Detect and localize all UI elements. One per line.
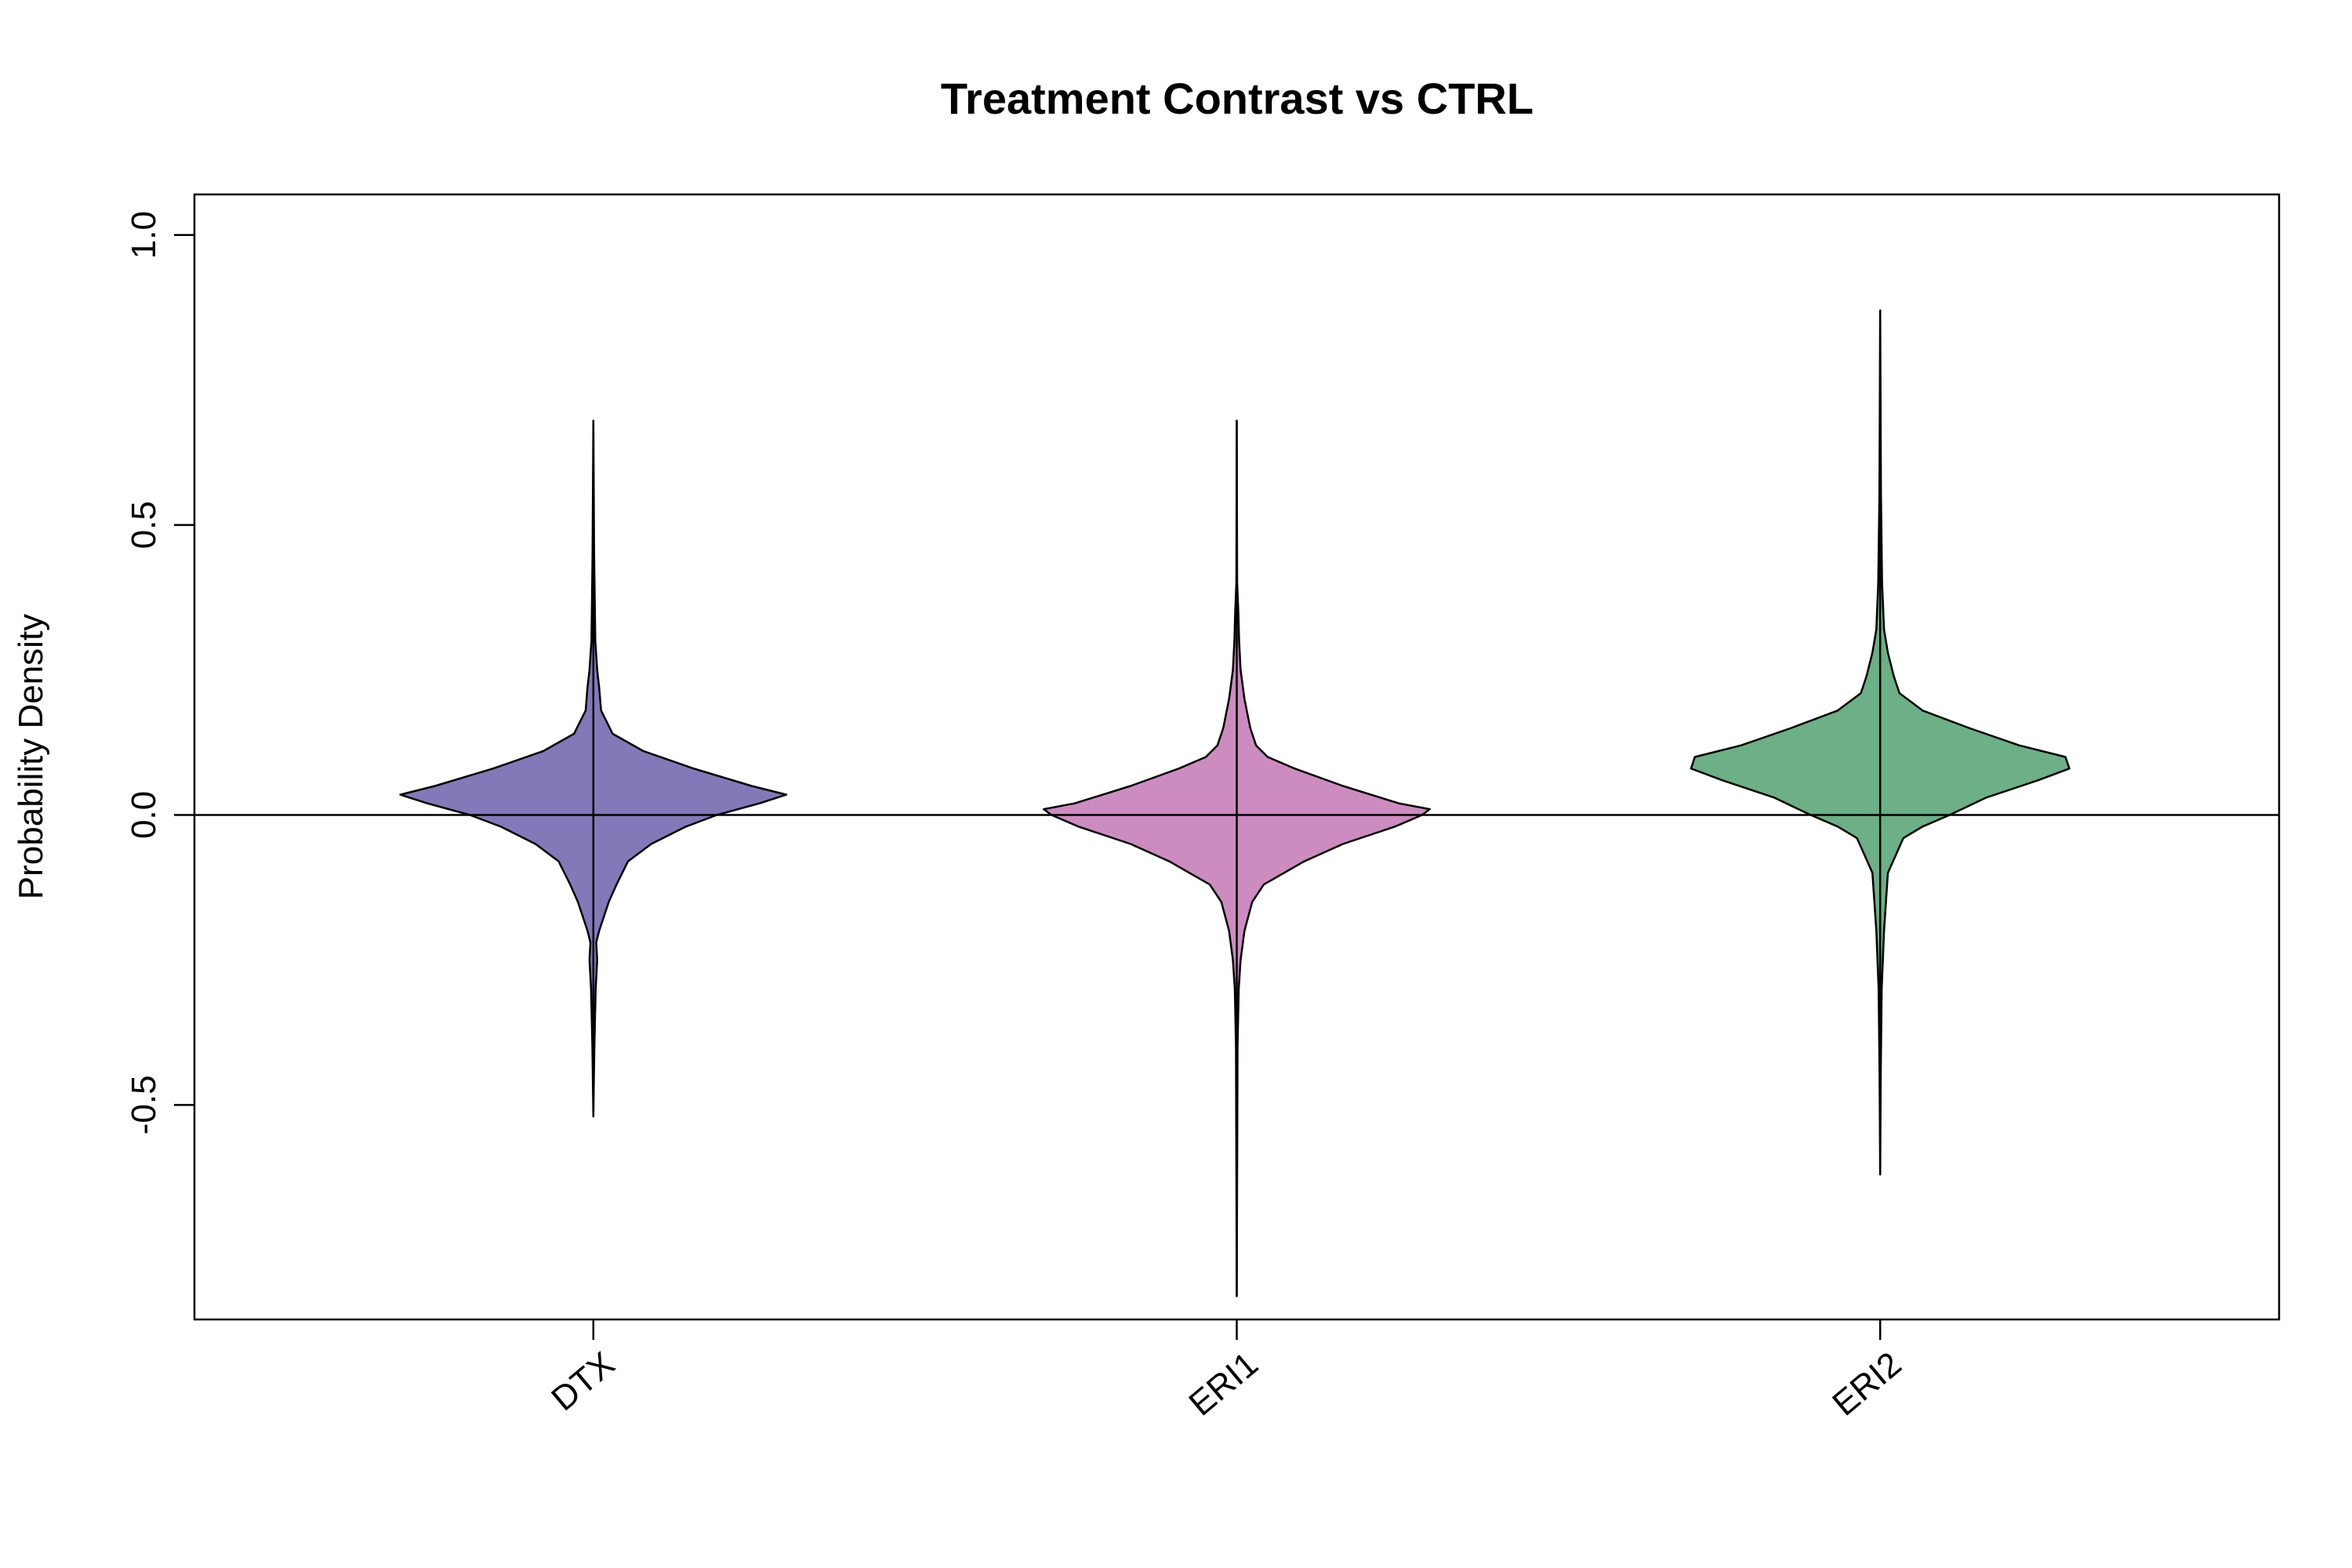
y-axis-label: Probability Density [12,614,50,899]
chart-title: Treatment Contrast vs CTRL [941,74,1534,123]
y-tick-label: 0.0 [125,791,163,839]
plot-area [194,309,2279,1298]
x-tick-label-eri2: ERI2 [1825,1345,1908,1423]
x-tick-label-dtx: DTX [544,1345,622,1418]
x-tick-label-eri1: ERI1 [1181,1345,1265,1423]
y-tick-label: -0.5 [125,1075,163,1134]
y-tick-label: 1.0 [125,211,163,259]
y-tick-label: 0.5 [125,501,163,549]
